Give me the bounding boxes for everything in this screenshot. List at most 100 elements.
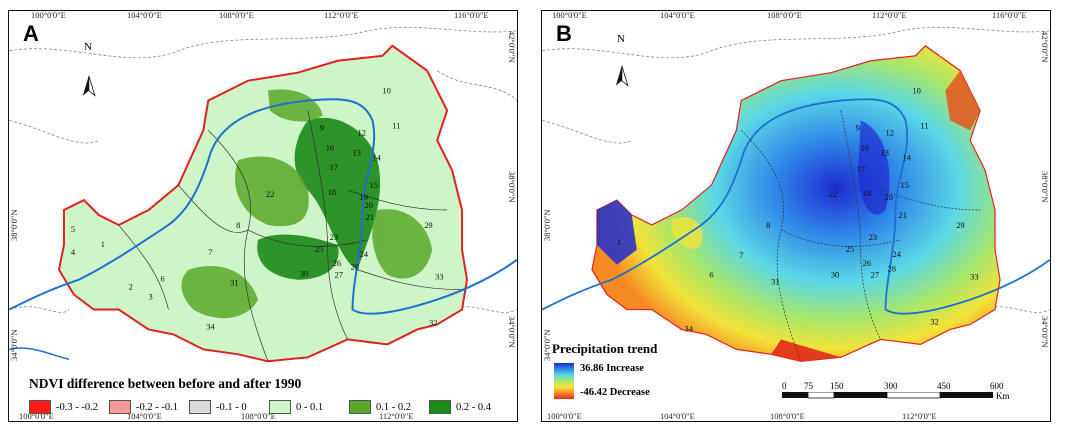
region-num: 6 [161,274,165,284]
yellow-river [9,98,517,315]
bottom-tick: 108°0'0"E [770,411,805,421]
right-tick: 42°0'0"N [1040,31,1050,63]
region-num: 7 [739,250,743,260]
region-num: 24 [893,249,902,259]
precip-map-svg: 1 7 8 6 9 10 11 12 13 14 15 16 17 18 20 … [542,27,1050,362]
left-tick: 34°0'0"N [9,329,19,361]
top-tick: 108°0'0"E [767,10,802,20]
region-num: 16 [326,142,334,152]
top-tick: 112°0'0"E [324,10,359,20]
region-num: 18 [328,187,336,197]
region-num: 34 [685,323,694,333]
legend-label: 0.1 - 0.2 [376,401,411,413]
region-num: 33 [970,272,978,282]
region-num: 31 [771,277,779,287]
scale-label: 450 [937,381,951,391]
right-tick: 42°0'0"N [507,31,517,63]
region-num: 30 [831,270,839,280]
legend-title: Precipitation trend [552,341,658,356]
north-arrow-icon [615,65,629,87]
region-num: 19 [360,192,368,202]
scale-label: 150 [830,381,844,391]
scale-bar-graphic [782,392,993,399]
top-tick: 108°0'0"E [219,10,254,20]
region-num: 25 [315,244,323,254]
subregion-boundaries [118,110,463,362]
region-num: 32 [930,316,938,326]
region-num: 22 [829,189,837,199]
left-tick: 34°0'0"N [542,329,552,361]
region-num: 29 [424,220,432,230]
precip-extremes [596,70,981,362]
legend-item: 0 - 0.1 [269,400,349,414]
river-branch [9,347,70,361]
region-num: 9 [320,122,324,132]
region-num: 26 [863,258,871,268]
legend-swatch [189,400,211,414]
yellow-river [542,98,1050,315]
bottom-tick: 100°0'0"E [19,411,54,421]
scale-label: 75 [804,381,813,391]
top-tick: 112°0'0"E [872,10,907,20]
region-num: 15 [900,180,908,190]
legend-label: -0.1 - 0 [216,401,247,413]
neighbor-boundaries [9,27,517,313]
region-num: 10 [912,86,920,96]
region-num: 26 [333,258,341,268]
region-num: 17 [857,164,865,174]
region-num: 21 [366,212,374,222]
region-num: 27 [871,270,879,280]
scale-label: 0 [782,381,787,391]
region-num: 31 [230,278,238,288]
bottom-tick: 112°0'0"E [379,411,414,421]
region-num: 22 [266,189,274,199]
legend-high-label: 36.86 Increase [580,363,644,374]
north-label: N [617,33,625,45]
region-num: 8 [236,220,240,230]
bottom-tick: 104°0'0"E [660,411,695,421]
region-num: 14 [372,152,381,162]
region-num: 12 [886,127,894,137]
panel-a-ndvi-map: 1 4 5 2 3 6 7 8 9 10 11 12 13 14 15 16 1… [8,10,518,422]
bottom-tick: 104°0'0"E [127,411,162,421]
region-num: 8 [766,220,770,230]
region-num: 33 [435,272,443,282]
panel-b-precipitation-map: 1 7 8 6 9 10 11 12 13 14 15 16 17 18 20 … [541,10,1051,422]
legend-swatch [29,400,51,414]
color-ramp [554,363,574,399]
region-num: 34 [206,321,215,331]
ndvi-legend: NDVI difference between before and after… [19,373,509,419]
ndvi-map-svg: 1 4 5 2 3 6 7 8 9 10 11 12 13 14 15 16 1… [9,27,517,363]
legend-swatch [109,400,131,414]
legend-item: -0.2 - -0.1 [109,400,189,414]
region-num: 16 [861,142,869,152]
region-num: 15 [369,180,377,190]
top-tick: 104°0'0"E [660,10,695,20]
left-tick: 38°0'0"N [542,209,552,241]
legend-swatch [269,400,291,414]
legend-low-label: -46.42 Decrease [580,387,650,398]
region-num: 28 [888,264,896,274]
region-num: 14 [902,152,911,162]
region-num: 3 [149,292,153,302]
region-num: 11 [392,120,400,130]
legend-item: 0.1 - 0.2 [349,400,429,414]
right-tick: 34°0'0"N [1040,316,1050,348]
region-num: 10 [382,86,390,96]
region-num: 29 [956,220,964,230]
region-num: 17 [330,162,338,172]
region-num: 18 [863,188,871,198]
region-num: 6 [709,270,713,280]
region-numbers: 1 7 8 6 9 10 11 12 13 14 15 16 17 18 20 … [617,86,979,334]
legend-label: 0.2 - 0.4 [456,401,491,413]
region-num: 20 [885,192,893,202]
region-num: 12 [358,127,366,137]
neighbor-boundaries [542,27,1050,313]
panel-label: B [556,21,572,46]
region-num: 13 [353,147,361,157]
region-num: 5 [71,224,75,234]
region-num: 21 [899,210,907,220]
top-tick: 100°0'0"E [552,10,587,20]
region-numbers: 1 4 5 2 3 6 7 8 9 10 11 12 13 14 15 16 1… [71,86,444,332]
region-num: 11 [920,120,928,130]
